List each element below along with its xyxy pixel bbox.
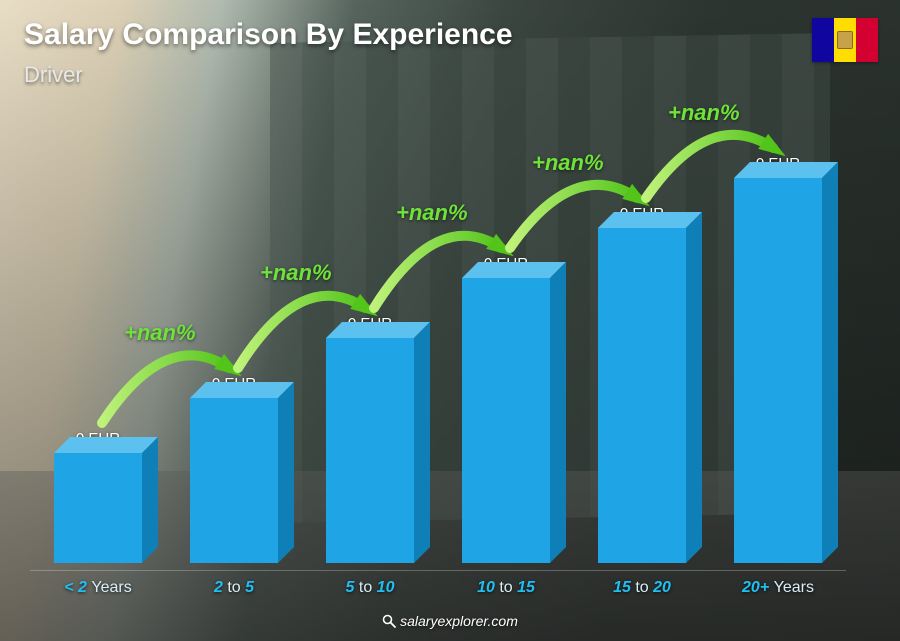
bar-side-face [550, 262, 566, 563]
x-axis: < 2 Years2 to 55 to 1010 to 1515 to 2020… [30, 570, 846, 597]
bar-side-face [822, 162, 838, 563]
bar-group: 0 EUR [710, 130, 846, 563]
bar [190, 398, 278, 563]
bar-side-face [142, 437, 158, 563]
bar-top-face [598, 212, 702, 228]
bar-top-face [734, 162, 838, 178]
bar [462, 278, 550, 563]
page-subtitle: Driver [24, 62, 83, 88]
bar-top-face [54, 437, 158, 453]
footer-text: salaryexplorer.com [400, 613, 518, 629]
flag-andorra [812, 18, 878, 62]
flag-stripe-1 [812, 18, 834, 62]
bar-top-face [462, 262, 566, 278]
bar-front-face [326, 338, 414, 563]
footer-attribution: salaryexplorer.com [0, 613, 900, 631]
x-axis-label: 5 to 10 [302, 579, 438, 597]
bar-top-face [190, 382, 294, 398]
flag-stripe-3 [856, 18, 878, 62]
bar [326, 338, 414, 563]
flag-crest [837, 31, 853, 49]
x-axis-label: 15 to 20 [574, 579, 710, 597]
x-axis-label: < 2 Years [30, 579, 166, 597]
x-axis-label: 10 to 15 [438, 579, 574, 597]
bar-group: 0 EUR [438, 130, 574, 563]
bar-group: 0 EUR [302, 130, 438, 563]
bar [598, 228, 686, 563]
bar-front-face [598, 228, 686, 563]
x-axis-label: 20+ Years [710, 579, 846, 597]
content-layer: Salary Comparison By Experience Driver A… [0, 0, 900, 641]
bar-front-face [734, 178, 822, 563]
bar-front-face [54, 453, 142, 563]
bar-side-face [686, 212, 702, 563]
bar-group: 0 EUR [30, 130, 166, 563]
x-axis-label: 2 to 5 [166, 579, 302, 597]
bar-front-face [190, 398, 278, 563]
bar-side-face [414, 322, 430, 563]
page-title: Salary Comparison By Experience [24, 18, 513, 52]
bar-chart: 0 EUR0 EUR0 EUR0 EUR0 EUR0 EUR+nan%+nan%… [30, 130, 846, 563]
bar-top-face [326, 322, 430, 338]
bar-front-face [462, 278, 550, 563]
bar-group: 0 EUR [574, 130, 710, 563]
bar [734, 178, 822, 563]
search-icon [382, 614, 396, 631]
bar-group: 0 EUR [166, 130, 302, 563]
bar-side-face [278, 382, 294, 563]
bar [54, 453, 142, 563]
increase-label: +nan% [668, 100, 740, 126]
